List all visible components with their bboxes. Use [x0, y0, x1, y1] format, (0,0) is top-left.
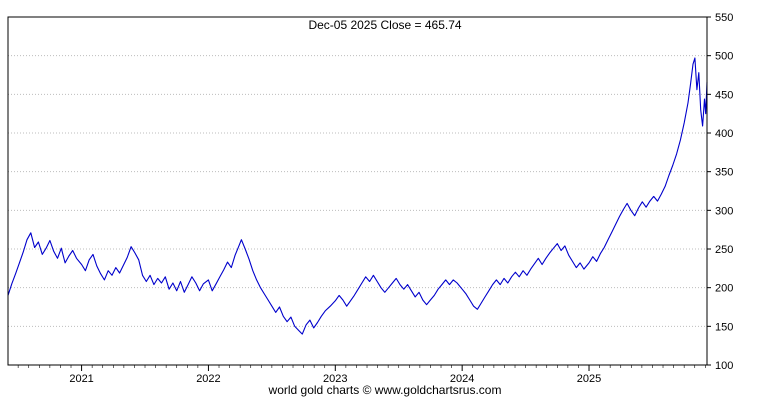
x-tick-label: 2025	[577, 373, 601, 385]
chart-title: Dec-05 2025 Close = 465.74	[308, 18, 462, 32]
x-tick-label: 2023	[323, 373, 347, 385]
chart-footer: world gold charts © www.goldchartsrus.co…	[268, 383, 502, 397]
price-line	[7, 57, 708, 335]
y-tick-label: 550	[715, 12, 733, 24]
y-tick-label: 500	[715, 51, 733, 63]
plot-border	[7, 16, 708, 366]
y-tick-label: 450	[715, 89, 733, 101]
y-tick-label: 400	[715, 128, 733, 140]
y-tick-label: 250	[715, 244, 733, 256]
x-tick-label: 2024	[450, 373, 474, 385]
y-tick-label: 100	[715, 360, 733, 372]
y-tick-label: 300	[715, 205, 733, 217]
x-tick-label: 2021	[69, 373, 93, 385]
y-tick-label: 150	[715, 321, 733, 333]
y-tick-label: 350	[715, 167, 733, 179]
y-tick-label: 200	[715, 283, 733, 295]
x-tick-label: 2022	[196, 373, 220, 385]
